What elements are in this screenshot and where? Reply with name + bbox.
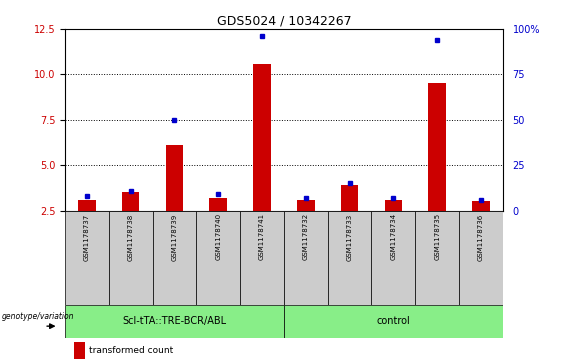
Bar xyxy=(415,211,459,305)
Text: Scl-tTA::TRE-BCR/ABL: Scl-tTA::TRE-BCR/ABL xyxy=(123,316,227,326)
Text: GSM1178737: GSM1178737 xyxy=(84,213,90,261)
Text: GSM1178734: GSM1178734 xyxy=(390,213,397,261)
Bar xyxy=(428,83,446,211)
Text: transformed count: transformed count xyxy=(89,346,173,355)
Bar xyxy=(65,211,109,305)
Bar xyxy=(74,342,85,359)
Text: GSM1178738: GSM1178738 xyxy=(128,213,134,261)
Bar xyxy=(472,201,490,211)
Text: GSM1178739: GSM1178739 xyxy=(171,213,177,261)
Bar xyxy=(341,185,358,211)
Bar xyxy=(78,200,95,211)
Bar xyxy=(253,64,271,211)
Bar xyxy=(284,305,503,338)
Text: GSM1178741: GSM1178741 xyxy=(259,213,265,261)
Text: GSM1178735: GSM1178735 xyxy=(434,213,440,261)
Bar xyxy=(297,200,315,211)
Text: GSM1178740: GSM1178740 xyxy=(215,213,221,261)
Text: control: control xyxy=(376,316,410,326)
Text: GSM1178733: GSM1178733 xyxy=(346,213,353,261)
Bar xyxy=(108,211,153,305)
Title: GDS5024 / 10342267: GDS5024 / 10342267 xyxy=(216,15,351,28)
Text: GSM1178736: GSM1178736 xyxy=(478,213,484,261)
Bar xyxy=(328,211,372,305)
Text: genotype/variation: genotype/variation xyxy=(1,312,74,321)
Bar xyxy=(166,145,183,211)
Text: GSM1178732: GSM1178732 xyxy=(303,213,309,261)
Bar xyxy=(153,211,197,305)
Bar xyxy=(210,198,227,211)
Bar xyxy=(240,211,284,305)
Bar xyxy=(385,200,402,211)
Bar xyxy=(197,211,240,305)
Bar xyxy=(372,211,415,305)
Bar xyxy=(122,192,140,211)
Bar xyxy=(459,211,503,305)
Bar xyxy=(284,211,328,305)
Bar xyxy=(65,305,284,338)
